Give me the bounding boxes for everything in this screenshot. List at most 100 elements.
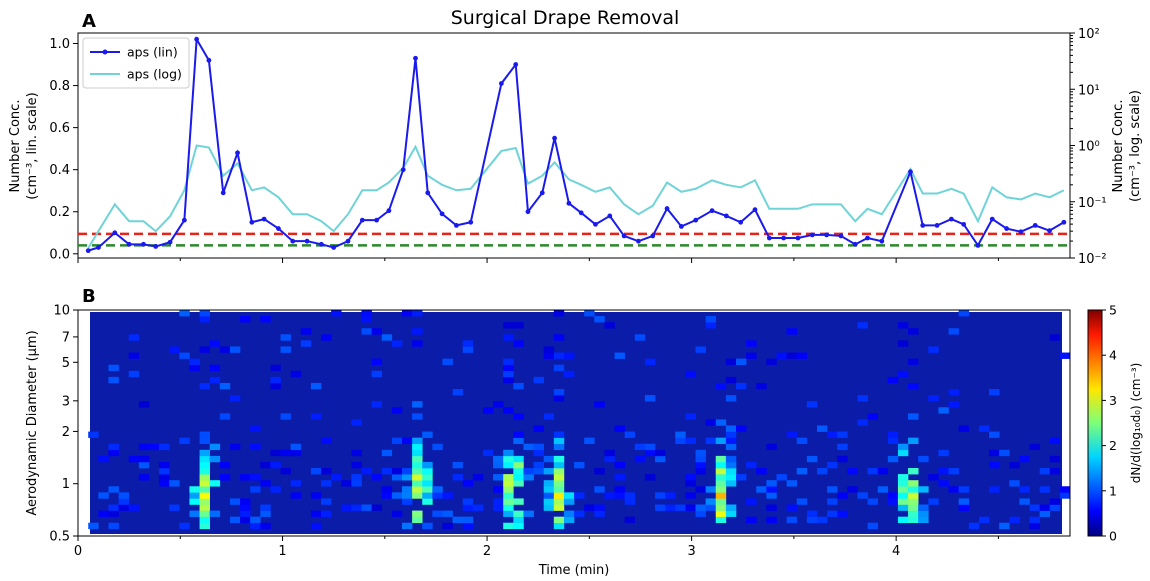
heatmap-cell bbox=[918, 486, 929, 493]
heatmap-cell bbox=[462, 504, 474, 511]
heatmap-cell bbox=[240, 316, 251, 323]
heatmap-cell bbox=[553, 474, 565, 481]
heatmap-cell bbox=[715, 480, 727, 487]
heatmap-cell bbox=[199, 382, 210, 390]
data-point-aps-lin bbox=[908, 169, 913, 175]
heatmap-cell bbox=[553, 504, 565, 511]
heatmap-cell bbox=[462, 516, 474, 524]
heatmap-cell bbox=[513, 413, 524, 420]
data-point-aps-lin bbox=[664, 206, 670, 211]
heatmap-cell bbox=[391, 510, 403, 517]
data-point-aps-lin bbox=[249, 219, 255, 225]
heatmap-cell bbox=[432, 443, 443, 451]
data-point-aps-lin bbox=[194, 36, 200, 42]
heatmap-cell bbox=[938, 480, 949, 487]
heatmap-cell bbox=[300, 328, 312, 335]
heatmap-cell bbox=[928, 346, 939, 353]
heatmap-cell bbox=[229, 516, 241, 524]
data-point-aps-lin bbox=[439, 211, 445, 217]
heatmap-cell bbox=[715, 516, 727, 524]
heatmap-cell bbox=[867, 498, 878, 505]
data-point-aps-lin bbox=[141, 241, 146, 247]
heatmap-cell bbox=[735, 358, 747, 366]
heatmap-y-tick-label: 5 bbox=[62, 356, 70, 371]
heatmap-cell bbox=[553, 431, 565, 438]
heatmap-cell bbox=[199, 346, 210, 353]
heatmap-cell bbox=[199, 498, 210, 505]
heatmap-cell bbox=[250, 474, 261, 481]
heatmap-cell bbox=[614, 492, 625, 499]
series-line-aps-lin bbox=[87, 35, 1065, 252]
heatmap-cell bbox=[482, 407, 494, 414]
heatmap-cell bbox=[948, 401, 959, 408]
heatmap-cell bbox=[300, 340, 312, 347]
heatmap-cell bbox=[412, 455, 423, 463]
heatmap-cell bbox=[513, 461, 524, 469]
heatmap-cell bbox=[705, 486, 717, 493]
heatmap-cell bbox=[816, 468, 828, 475]
heatmap-cell bbox=[735, 474, 747, 481]
heatmap-cell bbox=[493, 455, 504, 463]
heatmap-cell bbox=[442, 358, 453, 366]
left-y-tick-label: 0.0 bbox=[49, 247, 70, 262]
heatmap-cell bbox=[412, 328, 423, 335]
heatmap-cell bbox=[857, 322, 868, 329]
heatmap-cell bbox=[543, 352, 555, 359]
x-tick-label: 0 bbox=[74, 544, 82, 559]
heatmap-cell bbox=[412, 461, 423, 469]
heatmap-cell bbox=[725, 474, 737, 481]
heatmap-cell bbox=[928, 498, 939, 505]
heatmap-cell bbox=[179, 522, 190, 530]
heatmap-cell bbox=[543, 413, 555, 420]
heatmap-cell bbox=[958, 425, 970, 432]
heatmap-cell bbox=[1049, 468, 1061, 475]
heatmap-cell bbox=[665, 492, 676, 499]
heatmap-cell bbox=[199, 449, 210, 457]
heatmap-cell bbox=[553, 468, 565, 475]
heatmap-cell bbox=[128, 504, 140, 511]
heatmap-cell bbox=[756, 486, 767, 493]
heatmap-cell bbox=[806, 510, 818, 517]
heatmap-cell bbox=[118, 492, 130, 499]
heatmap-cell bbox=[543, 492, 555, 499]
heatmap-cell bbox=[604, 455, 615, 463]
heatmap-cell bbox=[432, 492, 443, 499]
data-point-aps-lin bbox=[345, 238, 351, 244]
heatmap-cell bbox=[422, 522, 433, 530]
heatmap-cell bbox=[189, 498, 200, 505]
heatmap-cell bbox=[128, 334, 140, 341]
heatmap-cell bbox=[199, 492, 210, 499]
heatmap-cell bbox=[887, 437, 899, 445]
heatmap-y-tick-label: 2 bbox=[62, 425, 70, 440]
heatmap-cell bbox=[351, 419, 362, 426]
heatmap-cell bbox=[614, 425, 625, 432]
heatmap-cell bbox=[108, 522, 119, 530]
heatmap-cell bbox=[553, 516, 565, 524]
heatmap-cell bbox=[199, 480, 210, 487]
heatmap-cell bbox=[391, 437, 403, 445]
heatmap-cell bbox=[543, 455, 555, 463]
heatmap-cell bbox=[513, 510, 524, 517]
heatmap-cell bbox=[371, 474, 383, 481]
heatmap-cell bbox=[503, 492, 514, 499]
heatmap-cell bbox=[189, 364, 200, 372]
heatmap-cell bbox=[857, 492, 868, 499]
left-y-label-line1: Number Conc. bbox=[8, 100, 23, 193]
heatmap-cell bbox=[999, 522, 1010, 530]
heatmap-cell bbox=[543, 480, 555, 487]
heatmap-cell bbox=[655, 449, 666, 457]
data-point-aps-lin bbox=[235, 150, 240, 156]
heatmap-cell bbox=[604, 492, 615, 499]
heatmap-cell bbox=[199, 522, 210, 530]
heatmap-cell bbox=[503, 358, 514, 366]
data-point-aps-lin bbox=[852, 241, 858, 247]
heatmap-cell bbox=[897, 516, 909, 524]
data-point-aps-lin bbox=[413, 55, 418, 61]
heatmap-cell bbox=[816, 516, 828, 524]
heatmap-cell bbox=[513, 522, 524, 530]
heatmap-cell bbox=[725, 480, 737, 487]
heatmap-cell bbox=[1059, 352, 1070, 359]
right-y-tick-label: 10¹ bbox=[1078, 83, 1100, 98]
x-tick-label: 3 bbox=[687, 544, 695, 559]
